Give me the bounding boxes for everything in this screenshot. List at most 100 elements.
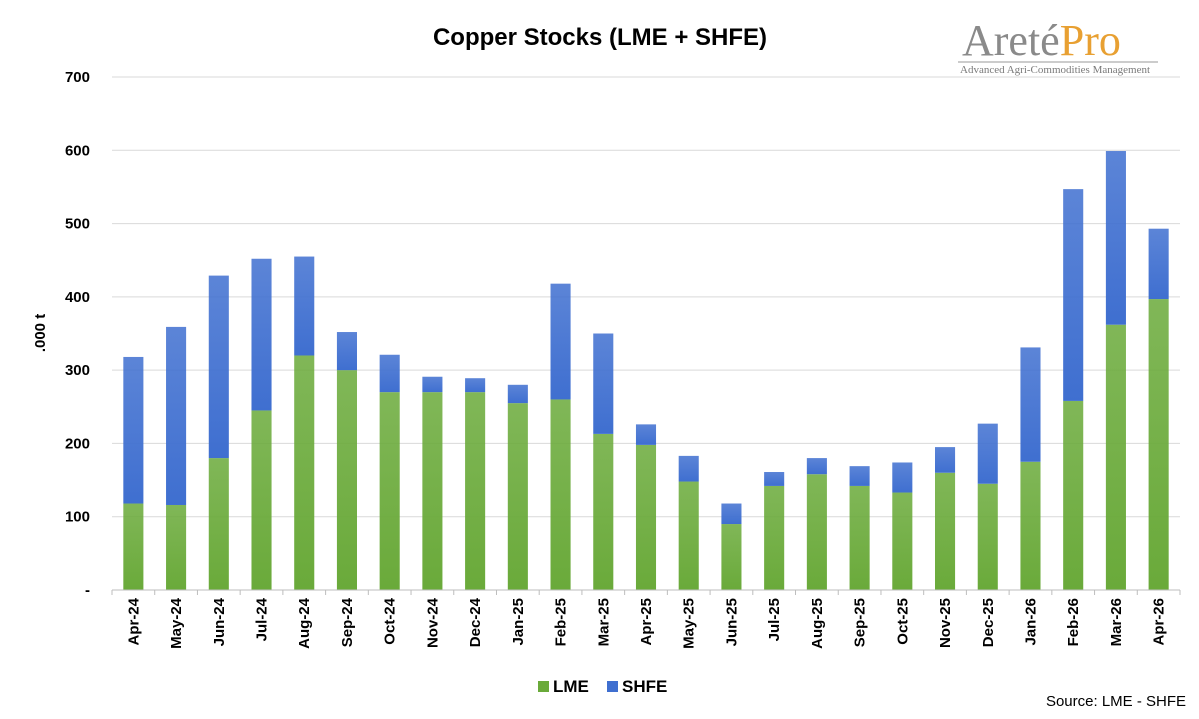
bar-lme-oct-24 bbox=[379, 392, 400, 590]
bar-lme-may-24 bbox=[166, 504, 187, 590]
bar-shfe-jan-25 bbox=[507, 384, 528, 404]
bar-lme-apr-24 bbox=[123, 503, 144, 590]
bar-shfe-feb-26 bbox=[1063, 189, 1084, 401]
bar-shfe-sep-25 bbox=[849, 466, 870, 486]
x-tick-label: Dec-24 bbox=[467, 597, 484, 647]
bar-shfe-mar-25 bbox=[593, 333, 614, 434]
y-tick-label: 100 bbox=[65, 509, 90, 526]
bar-lme-jan-26 bbox=[1020, 461, 1041, 590]
x-axis-ticks: Apr-24 May-24 Jun-24 Jul-24 Aug-24 Sep-24 Oct-… bbox=[111, 590, 1181, 649]
x-tick-label: May-24 bbox=[168, 597, 185, 649]
bar-lme-jan-25 bbox=[507, 403, 528, 590]
bar-shfe-may-24 bbox=[166, 326, 187, 505]
bar-lme-apr-26 bbox=[1148, 299, 1169, 590]
x-tick-label: Feb-26 bbox=[1065, 598, 1082, 646]
bar-shfe-mar-26 bbox=[1105, 151, 1126, 325]
bar-shfe-nov-24 bbox=[422, 376, 443, 393]
x-tick-label: Nov-24 bbox=[424, 597, 441, 648]
x-tick-label: Apr-26 bbox=[1151, 598, 1168, 646]
bar-shfe-apr-25 bbox=[635, 424, 657, 445]
bar-lme-jun-25 bbox=[721, 524, 742, 590]
bar-shfe-jun-24 bbox=[208, 275, 229, 459]
legend-label-lme: LME bbox=[553, 677, 589, 696]
y-axis-label: .000 t bbox=[32, 314, 49, 352]
bar-shfe-sep-24 bbox=[336, 332, 357, 371]
x-tick-label: Dec-25 bbox=[980, 598, 997, 647]
x-tick-label: Jul-25 bbox=[766, 598, 783, 641]
y-tick-label: 500 bbox=[65, 216, 90, 233]
x-tick-label: Jul-24 bbox=[254, 597, 271, 641]
y-axis-ticks: - 100 200 300 400 500 600 700 bbox=[65, 69, 90, 599]
y-tick-label: 300 bbox=[65, 362, 90, 379]
bar-lme-jul-25 bbox=[764, 485, 785, 590]
bar-lme-feb-26 bbox=[1063, 400, 1084, 590]
x-tick-label: Jun-24 bbox=[211, 597, 228, 646]
bar-lme-may-25 bbox=[678, 481, 699, 590]
bar-lme-nov-25 bbox=[935, 472, 956, 590]
x-tick-label: Oct-24 bbox=[382, 597, 399, 644]
bar-shfe-aug-24 bbox=[294, 256, 315, 356]
bar-shfe-oct-25 bbox=[892, 462, 913, 493]
logo-main-text: Areté bbox=[962, 16, 1060, 65]
bar-shfe-apr-24 bbox=[123, 356, 144, 504]
y-tick-label: - bbox=[85, 582, 90, 599]
x-tick-label: Jan-26 bbox=[1022, 598, 1039, 646]
x-tick-label: Oct-25 bbox=[894, 598, 911, 645]
legend: LME SHFE bbox=[538, 677, 667, 696]
bar-lme-aug-25 bbox=[806, 474, 827, 590]
x-tick-label: Sep-24 bbox=[339, 597, 356, 647]
bar-lme-dec-25 bbox=[977, 483, 998, 590]
x-tick-label: Feb-25 bbox=[553, 598, 570, 646]
bar-shfe-jul-24 bbox=[251, 258, 272, 411]
svg-text:AretéPro: AretéPro bbox=[962, 16, 1121, 65]
x-tick-label: Jun-25 bbox=[723, 598, 740, 646]
bar-shfe-nov-25 bbox=[935, 447, 956, 473]
bar-lme-mar-26 bbox=[1105, 324, 1126, 590]
bar-shfe-jan-26 bbox=[1020, 347, 1041, 462]
legend-swatch-lme bbox=[538, 681, 549, 692]
chart-title: Copper Stocks (LME + SHFE) bbox=[433, 24, 767, 51]
legend-swatch-shfe bbox=[607, 681, 618, 692]
y-tick-label: 200 bbox=[65, 435, 90, 452]
legend-label-shfe: SHFE bbox=[622, 677, 667, 696]
x-tick-label: May-25 bbox=[681, 598, 698, 649]
x-tick-label: Sep-25 bbox=[852, 598, 869, 647]
x-tick-label: Aug-25 bbox=[809, 598, 826, 649]
bars bbox=[123, 151, 1169, 590]
bar-lme-sep-25 bbox=[849, 485, 870, 590]
bar-lme-dec-24 bbox=[465, 392, 486, 590]
x-tick-label: Jan-25 bbox=[510, 598, 527, 646]
logo: AretéPro Advanced Agri-Commodities Manag… bbox=[958, 16, 1158, 76]
bar-lme-mar-25 bbox=[593, 433, 614, 590]
bar-shfe-aug-25 bbox=[806, 458, 827, 475]
bar-lme-oct-25 bbox=[892, 492, 913, 590]
bar-shfe-may-25 bbox=[678, 455, 699, 482]
bar-shfe-oct-24 bbox=[379, 354, 400, 393]
bar-shfe-jul-25 bbox=[764, 472, 785, 486]
bar-shfe-feb-25 bbox=[550, 283, 571, 400]
source-note: Source: LME - SHFE bbox=[1046, 693, 1186, 710]
x-tick-label: Apr-25 bbox=[638, 598, 655, 646]
logo-tagline: Advanced Agri-Commodities Management bbox=[960, 64, 1150, 76]
x-tick-label: Nov-25 bbox=[937, 598, 954, 648]
x-tick-label: Mar-25 bbox=[595, 598, 612, 646]
logo-accent-text: Pro bbox=[1060, 16, 1121, 65]
bar-lme-sep-24 bbox=[336, 370, 357, 590]
x-tick-label: Aug-24 bbox=[296, 597, 313, 648]
bar-lme-apr-25 bbox=[635, 444, 657, 590]
x-tick-label: Mar-26 bbox=[1108, 598, 1125, 646]
bar-lme-feb-25 bbox=[550, 399, 571, 590]
bar-lme-jul-24 bbox=[251, 410, 272, 590]
x-tick-label: Apr-24 bbox=[125, 597, 142, 645]
y-tick-label: 600 bbox=[65, 142, 90, 159]
bar-shfe-dec-24 bbox=[465, 378, 486, 393]
bar-lme-aug-24 bbox=[294, 355, 315, 590]
y-tick-label: 400 bbox=[65, 289, 90, 306]
bar-lme-nov-24 bbox=[422, 392, 443, 590]
y-tick-label: 700 bbox=[65, 69, 90, 86]
bar-shfe-jun-25 bbox=[721, 503, 742, 525]
bar-lme-jun-24 bbox=[208, 458, 229, 590]
bar-shfe-dec-25 bbox=[977, 423, 998, 484]
bar-shfe-apr-26 bbox=[1148, 228, 1169, 300]
